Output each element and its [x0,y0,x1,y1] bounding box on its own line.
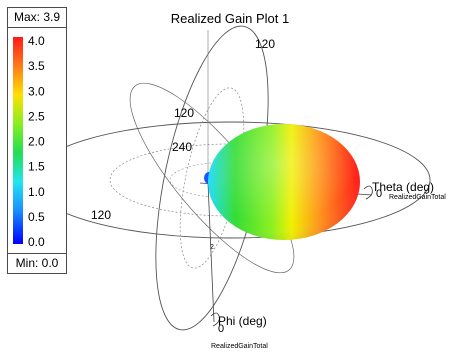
angle-label-top: 120 [255,37,275,51]
colorbar-tick-label: 2.0 [28,135,45,149]
legend-max-label: Max: 3.9 [8,8,66,28]
colorbar-tick-label: 2.5 [28,109,45,123]
phi-axis-marker [210,312,220,327]
angle-label-left: 120 [91,208,111,222]
color-legend: Max: 3.9 4.0 3.5 3.0 2.5 2.0 1.5 1.0 0.5 0.0 Min… [7,7,67,274]
colorbar-tick-label: 3.5 [28,59,45,73]
colorbar-tick-label: 4.0 [28,34,45,48]
legend-min-label: Min: 0.0 [8,253,66,273]
phi-axis-line [207,182,215,323]
phi-axis-label: Phi (deg) [218,314,267,328]
colorbar-tick-label: 1.0 [28,185,45,199]
angle-label-upper-left: 120 [174,106,194,120]
colorbar-tick-label: 0.0 [28,235,45,249]
theta-axis-label: Theta (deg) [372,180,434,194]
colorbar-tick-label: 0.5 [28,210,45,224]
colorbar-tick-group: 4.0 3.5 3.0 2.5 2.0 1.5 1.0 0.5 0.0 [28,34,45,249]
main-lobe-shade [208,124,360,240]
theta-axis-sub: RealizedGainTotal [389,194,446,201]
beam-lobe [204,124,360,240]
phi-axis-tick: 0 [218,323,224,335]
angle-label-mid: 240 [172,140,192,154]
extra-tick-label: 2 [210,244,214,251]
colorbar-tick-label: 1.5 [28,160,45,174]
theta-axis-marker [363,185,373,200]
phi-axis-sub-label: RealizedGainTotal [211,343,268,350]
plot-title: Realized Gain Plot 1 [170,11,290,26]
colorbar [13,37,23,244]
colorbar-svg: 4.0 3.5 3.0 2.5 2.0 1.5 1.0 0.5 0.0 [13,34,45,249]
theta-axis-tick: 0 [376,188,382,200]
colorbar-tick-label: 3.0 [28,84,45,98]
